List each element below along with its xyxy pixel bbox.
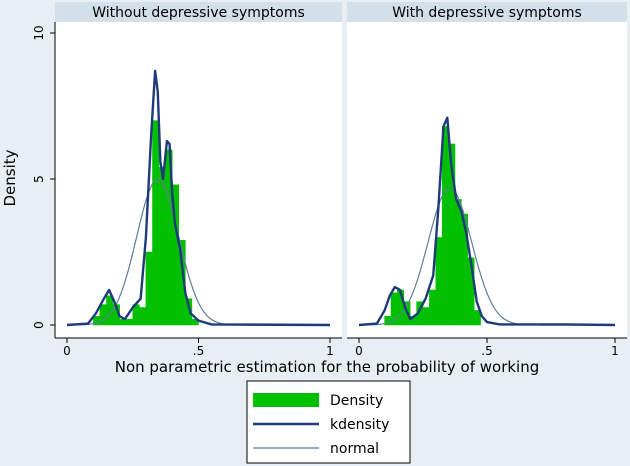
x-tick-label: 0 bbox=[63, 344, 71, 358]
legend-label: kdensity bbox=[330, 417, 389, 433]
plot-area bbox=[55, 22, 342, 338]
axis-titles: Density Non parametric estimation for th… bbox=[1, 149, 539, 376]
x-tick-label: .5 bbox=[481, 344, 492, 358]
histogram-bar bbox=[99, 304, 107, 326]
y-tick-label: 10 bbox=[32, 25, 46, 40]
histogram-bar bbox=[125, 318, 134, 326]
x-tick-label: 1 bbox=[326, 344, 334, 358]
y-axis-title: Density bbox=[1, 149, 19, 206]
x-tick-label: 1 bbox=[611, 344, 619, 358]
histogram-bar bbox=[422, 307, 430, 326]
legend-swatch-density bbox=[253, 393, 319, 407]
panel-2: With depressive symptoms 0 .5 1 bbox=[347, 2, 627, 358]
panel-title: Without depressive symptoms bbox=[92, 5, 305, 21]
panel-title-strip bbox=[347, 2, 627, 22]
histogram-bar bbox=[435, 237, 443, 326]
histogram-bar bbox=[152, 120, 160, 326]
histogram-bar bbox=[473, 310, 481, 326]
y-tick-label: 0 bbox=[32, 321, 46, 329]
panel-title: With depressive symptoms bbox=[392, 5, 582, 21]
kdensity-curve bbox=[66, 69, 331, 327]
plot-area bbox=[347, 22, 627, 338]
histogram-bar bbox=[178, 240, 186, 326]
histogram-bar bbox=[139, 307, 147, 326]
histogram-bar bbox=[145, 251, 153, 326]
x-tick-label: .5 bbox=[193, 344, 204, 358]
histogram-bar bbox=[441, 126, 449, 326]
legend: Density kdensity normal bbox=[246, 380, 411, 464]
histogram-bars bbox=[93, 120, 199, 326]
legend-label: normal bbox=[330, 441, 379, 457]
histogram-bar bbox=[185, 298, 193, 326]
histogram-bar bbox=[429, 289, 437, 326]
kdensity-curve bbox=[358, 116, 616, 327]
x-tick-label: 0 bbox=[355, 344, 363, 358]
panel-title-strip bbox=[55, 2, 342, 22]
legend-label: Density bbox=[330, 393, 383, 409]
histogram-bar bbox=[454, 199, 462, 326]
x-axis-title: Non parametric estimation for the probab… bbox=[115, 358, 540, 376]
histogram-bars bbox=[384, 126, 481, 326]
histogram-bar bbox=[158, 167, 166, 326]
y-tick-label: 5 bbox=[32, 175, 46, 183]
